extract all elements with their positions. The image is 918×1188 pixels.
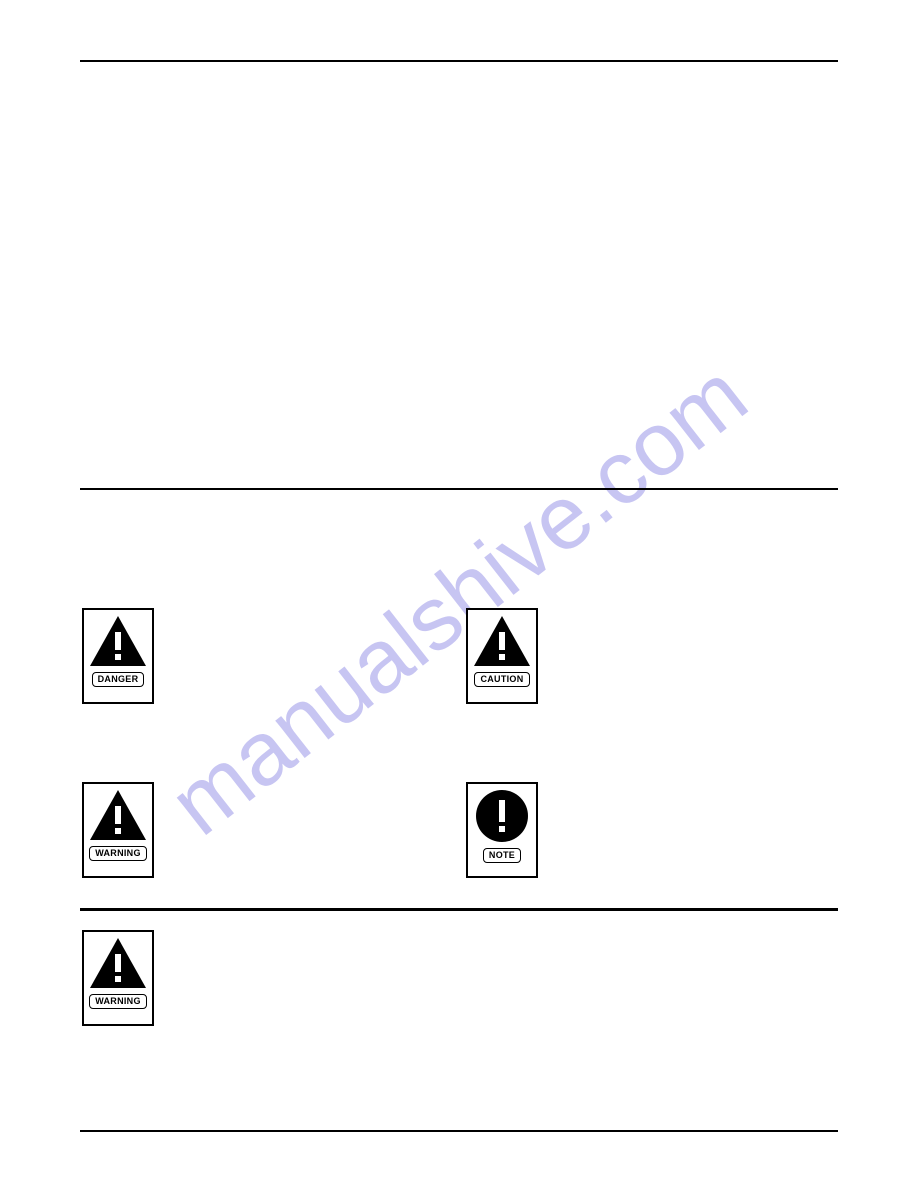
symbol-box-note: NOTE — [466, 782, 538, 878]
symbol-label: WARNING — [89, 994, 147, 1009]
warning-triangle-icon — [88, 788, 148, 842]
rule-mid — [80, 488, 838, 490]
warning-triangle-icon — [88, 936, 148, 990]
rule-top — [80, 60, 838, 62]
watermark-text: manualshive.com — [151, 344, 766, 856]
warning-triangle-icon — [88, 614, 148, 668]
symbol-box-danger: DANGER — [82, 608, 154, 704]
rule-heavy — [80, 908, 838, 911]
symbol-box-caution: CAUTION — [466, 608, 538, 704]
note-circle-icon — [474, 788, 530, 844]
symbol-label: CAUTION — [474, 672, 529, 687]
document-page: manualshive.com DANGER CAUTION — [0, 0, 918, 1188]
symbol-label: WARNING — [89, 846, 147, 861]
symbol-label: NOTE — [483, 848, 521, 863]
symbol-box-warning: WARNING — [82, 930, 154, 1026]
warning-triangle-icon — [472, 614, 532, 668]
symbol-box-warning: WARNING — [82, 782, 154, 878]
rule-bottom — [80, 1130, 838, 1132]
symbol-label: DANGER — [92, 672, 145, 687]
